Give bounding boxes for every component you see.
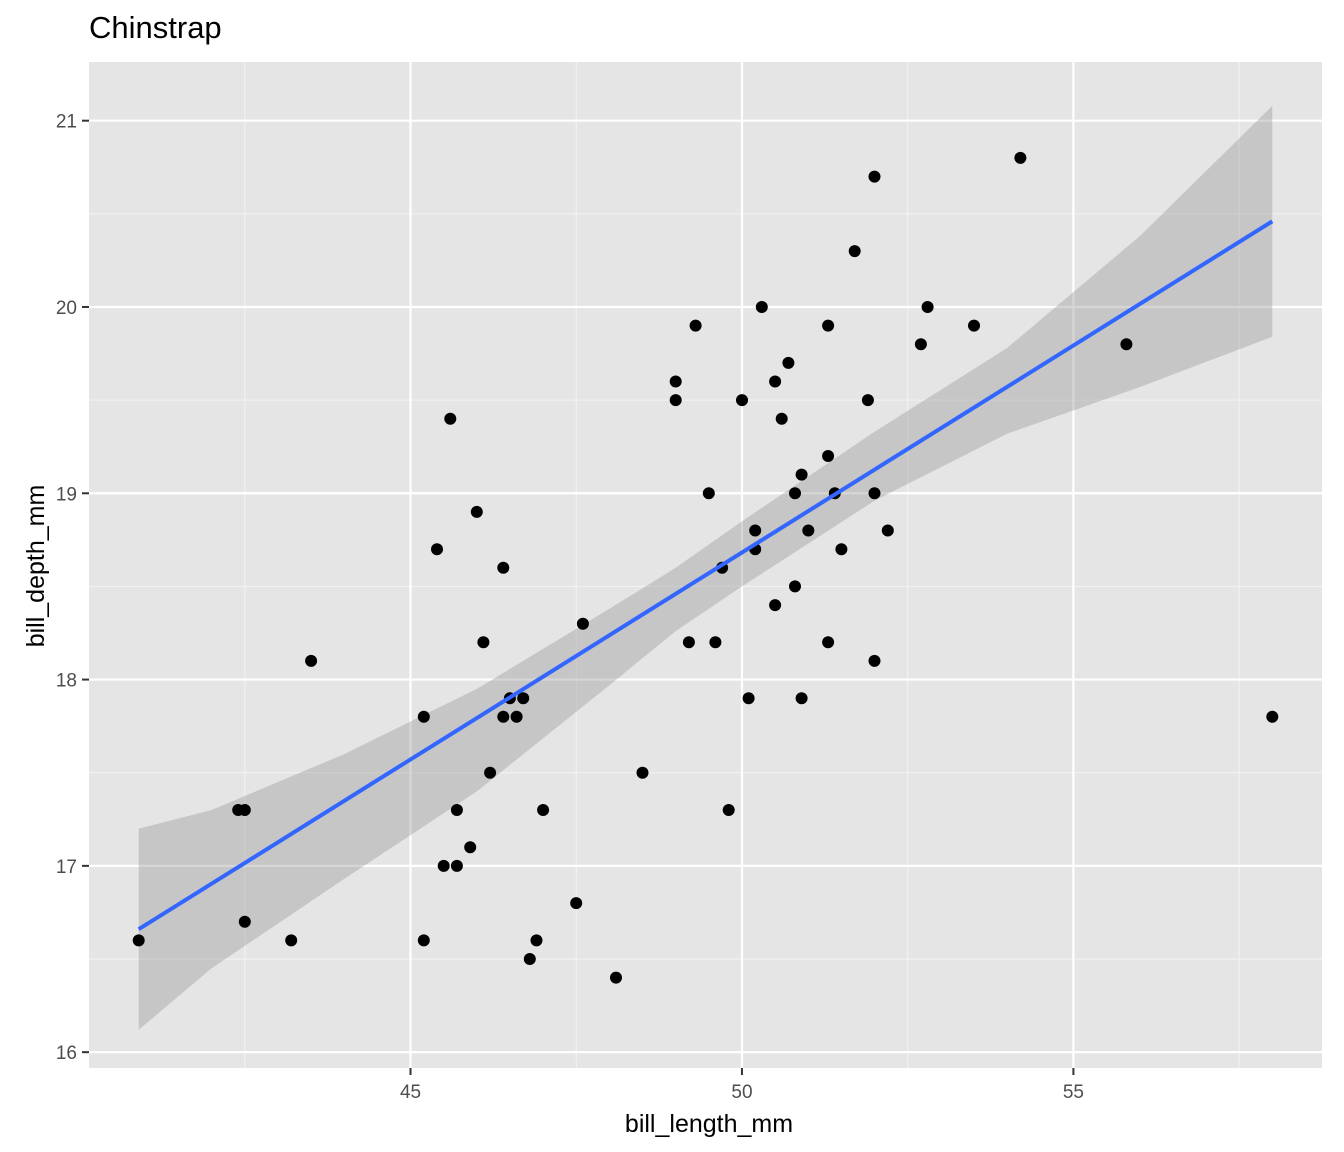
y-tick-label: 17 [56, 857, 77, 878]
y-axis-title: bill_depth_mm [22, 485, 50, 648]
confidence-band [138, 105, 1273, 1030]
data-point [822, 450, 835, 462]
data-point [610, 971, 622, 984]
data-point [484, 766, 497, 779]
data-point [636, 766, 649, 779]
data-point [285, 934, 298, 947]
data-point [709, 636, 722, 649]
x-axis-title: bill_length_mm [625, 1110, 793, 1138]
data-point [305, 654, 318, 667]
data-point [470, 505, 483, 518]
data-point [789, 580, 801, 593]
data-point [881, 524, 894, 537]
data-point [510, 710, 523, 723]
data-point [822, 319, 835, 332]
data-point [789, 487, 801, 500]
x-tick-label: 50 [731, 1082, 752, 1103]
x-axis: 45 50 55 [400, 1068, 1084, 1103]
data-point [497, 561, 510, 574]
data-point [464, 841, 477, 854]
y-tick-label: 18 [56, 671, 77, 692]
data-point [968, 319, 980, 332]
data-point [576, 617, 589, 630]
data-point [444, 412, 457, 425]
data-point [1266, 710, 1279, 723]
data-point [868, 654, 881, 667]
data-point [132, 934, 145, 947]
data-point [769, 375, 782, 388]
data-point [742, 692, 755, 705]
minor-gridlines [89, 62, 1322, 1068]
y-tick-label: 19 [56, 484, 77, 505]
data-point [775, 412, 788, 425]
data-point [822, 636, 835, 649]
data-point [477, 636, 490, 649]
data-point [431, 543, 443, 556]
data-point [238, 915, 251, 928]
data-point [417, 934, 430, 947]
data-point [921, 301, 934, 313]
data-point [450, 804, 463, 816]
major-gridlines [89, 62, 1322, 1068]
data-point [517, 692, 530, 705]
data-point [437, 859, 450, 872]
data-point [722, 804, 735, 816]
data-point [795, 692, 808, 705]
data-point [749, 524, 762, 537]
data-point [523, 953, 536, 965]
x-tick-label: 45 [400, 1082, 421, 1103]
data-point [702, 487, 715, 500]
data-point [682, 636, 695, 649]
data-point [669, 394, 682, 407]
data-point [755, 301, 768, 313]
y-tick-label: 21 [56, 112, 77, 133]
data-point [238, 804, 251, 816]
data-point [1014, 151, 1027, 164]
data-point [769, 599, 782, 612]
data-point [802, 524, 815, 537]
y-tick-label: 20 [56, 298, 77, 319]
data-point [782, 356, 795, 369]
data-point [450, 859, 463, 872]
data-point [530, 934, 543, 947]
data-point [689, 319, 702, 332]
data-point [835, 543, 848, 556]
chart-title: Chinstrap [89, 10, 222, 45]
data-point [795, 468, 808, 481]
data-point [669, 375, 682, 388]
plot-panel [89, 62, 1322, 1068]
y-axis: 16 17 18 19 20 21 [56, 112, 89, 1064]
data-point [861, 394, 874, 407]
data-point [570, 897, 583, 910]
data-point [497, 710, 510, 723]
data-point [868, 170, 881, 183]
data-point [1120, 338, 1133, 351]
data-point [914, 338, 927, 351]
x-tick-label: 55 [1063, 1082, 1084, 1103]
y-tick-label: 16 [56, 1043, 77, 1064]
data-point [417, 710, 430, 723]
data-point [736, 394, 748, 407]
data-point [537, 804, 550, 816]
regression-line [137, 219, 1274, 931]
data-point [848, 245, 861, 258]
data-point [868, 487, 881, 500]
